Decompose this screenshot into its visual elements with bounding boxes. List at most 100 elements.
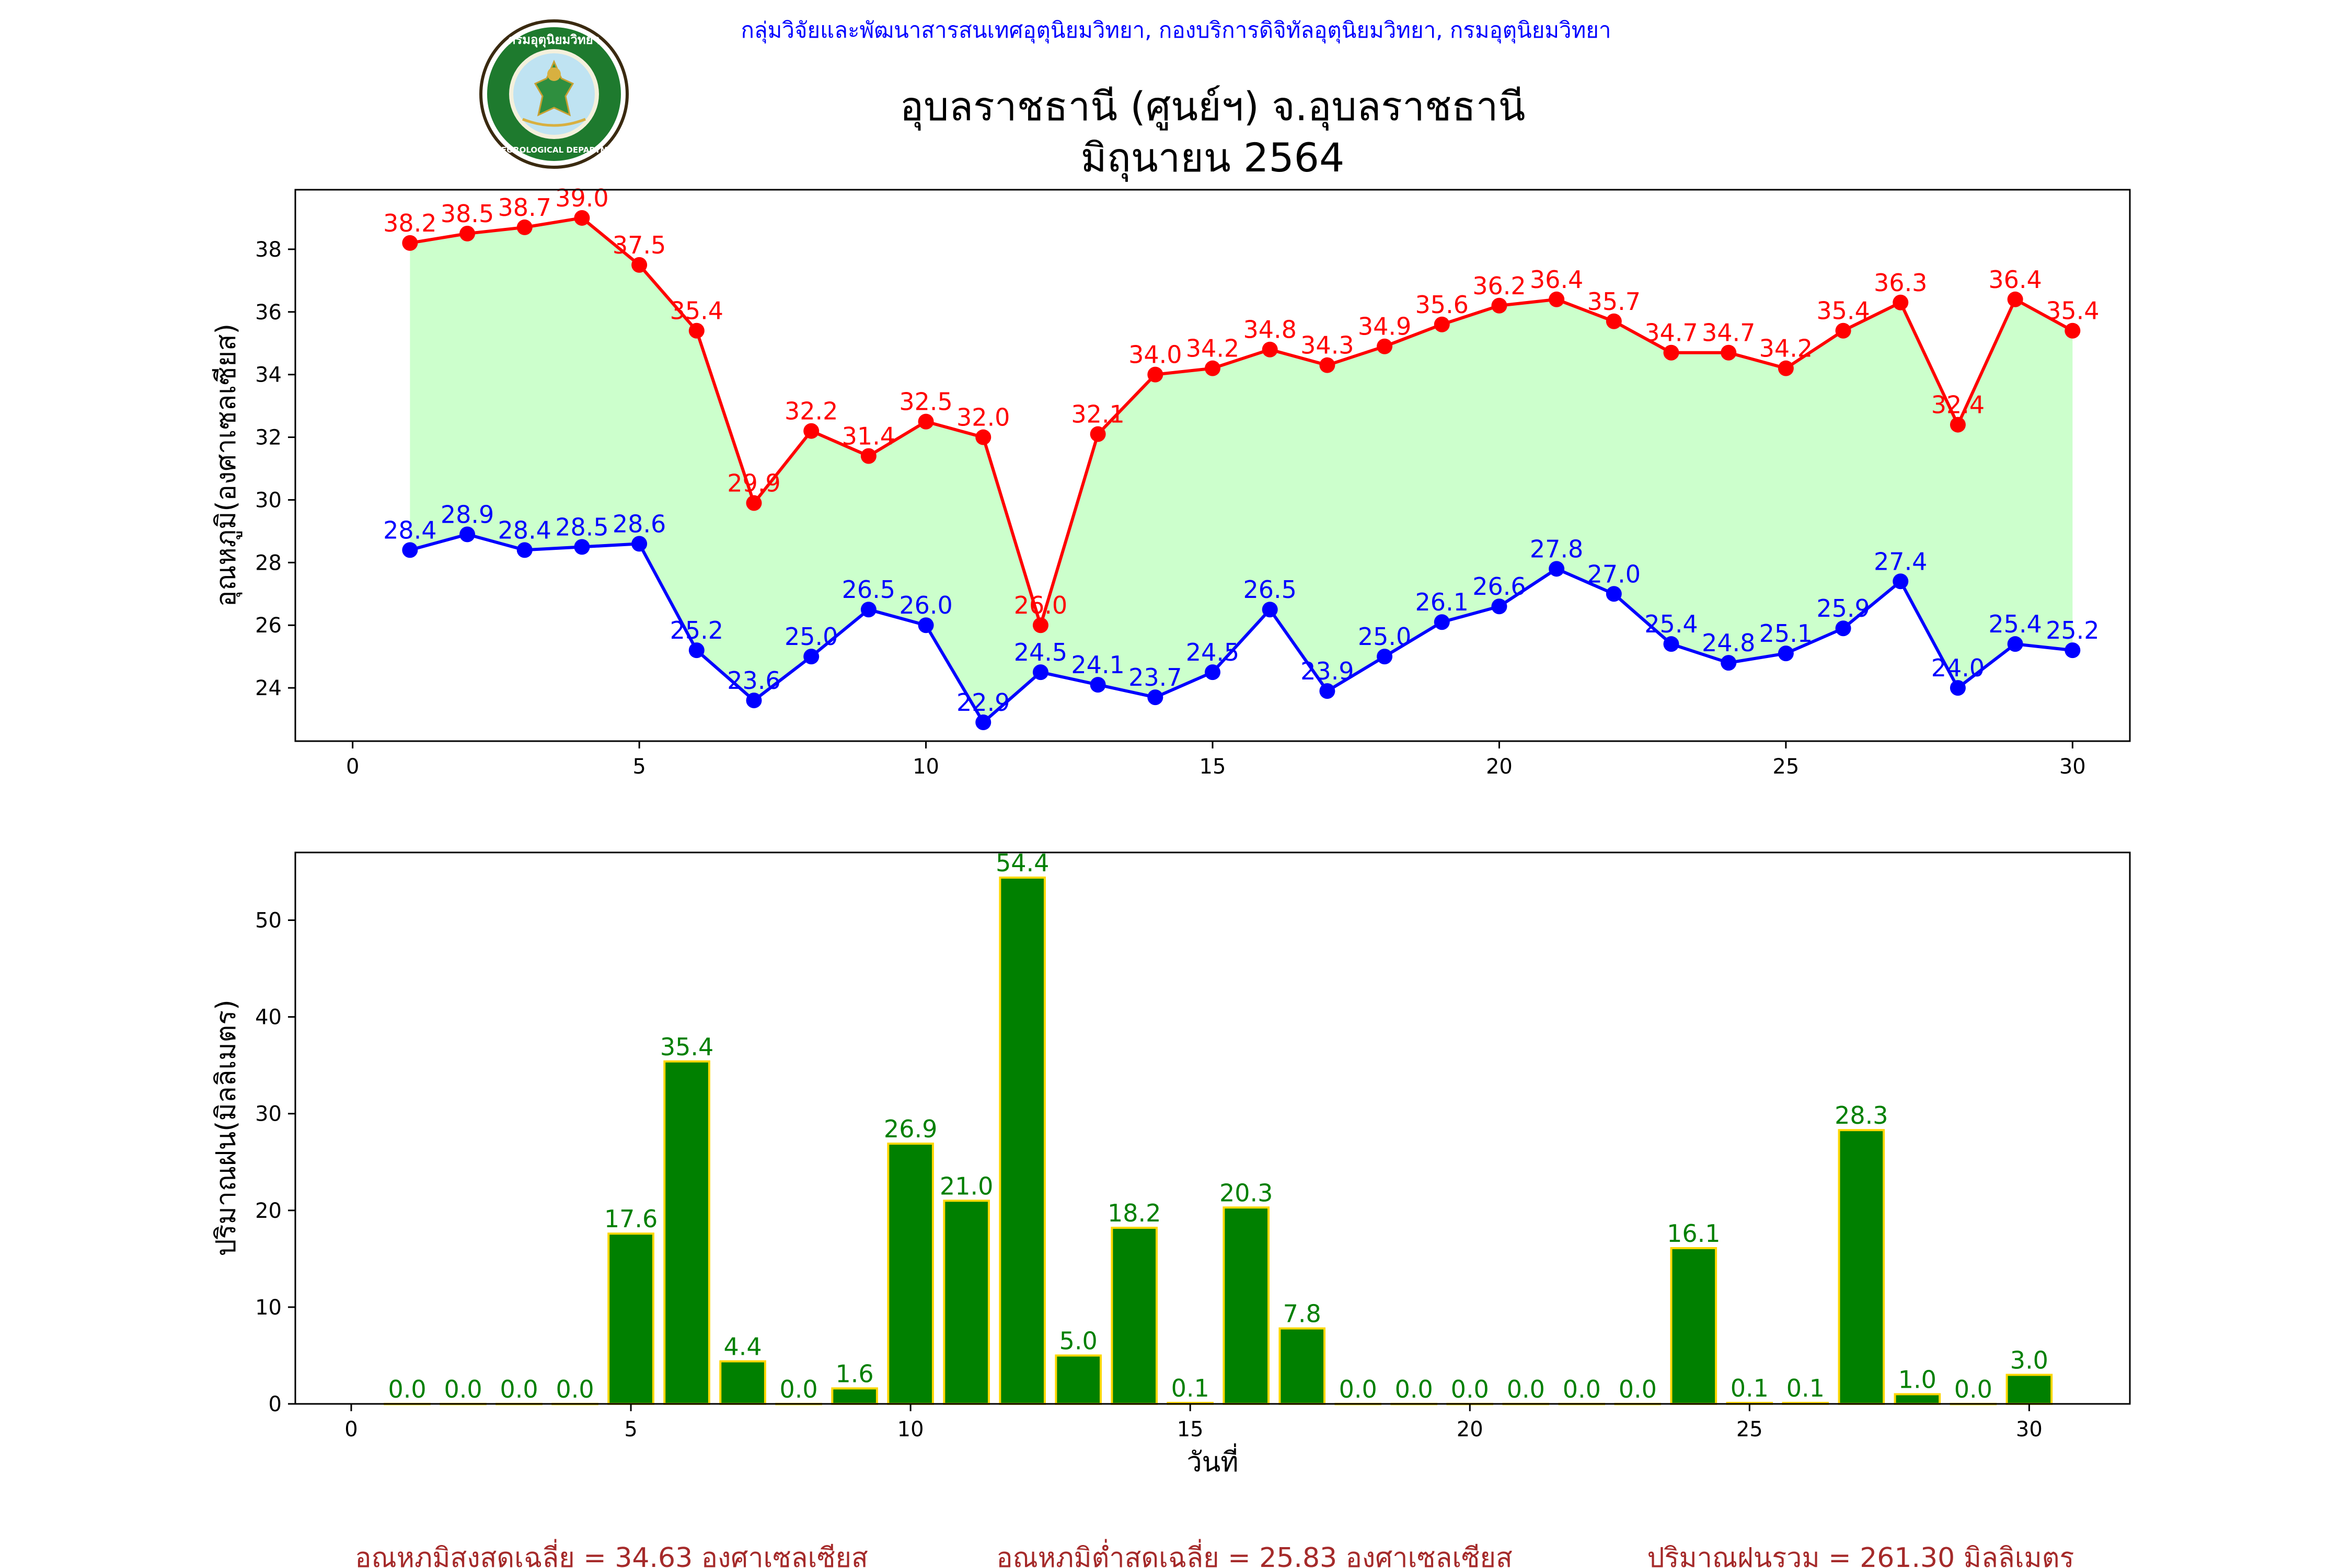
max-temp-label: 32.5	[899, 388, 952, 416]
min-temp-point	[1032, 664, 1048, 681]
max-temp-label: 26.0	[1014, 591, 1067, 619]
max-temp-point	[918, 413, 934, 430]
min-temp-label: 25.2	[670, 616, 723, 644]
rainfall-value-label: 35.4	[660, 1033, 713, 1061]
max-temp-point	[1319, 357, 1335, 373]
min-temp-label: 23.7	[1128, 663, 1182, 691]
min-temp-label: 24.5	[1186, 638, 1239, 666]
rainfall-value-label: 20.3	[1219, 1179, 1273, 1207]
temperature-y-tick-label: 36	[255, 301, 282, 325]
min-temp-label: 24.5	[1014, 638, 1067, 666]
rainfall-value-label: 0.0	[444, 1375, 482, 1403]
max-temp-label: 37.5	[613, 231, 666, 259]
rainfall-value-label: 0.0	[1451, 1375, 1489, 1403]
min-temp-point	[2007, 636, 2023, 652]
max-temp-label: 36.3	[1874, 269, 1927, 297]
rainfall-value-label: 0.0	[1619, 1375, 1657, 1403]
min-temp-point	[975, 714, 991, 731]
min-temp-point	[1835, 620, 1851, 637]
rainfall-y-tick-label: 50	[255, 909, 282, 933]
rainfall-bar	[607, 1232, 654, 1405]
rainfall-value-label: 21.0	[940, 1172, 993, 1200]
temperature-x-tick-label: 0	[346, 755, 359, 779]
rainfall-x-tick-label: 20	[1457, 1417, 1483, 1442]
max-temp-label: 38.2	[383, 209, 436, 237]
rainfall-value-label: 0.0	[1954, 1375, 1992, 1403]
rainfall-value-label: 0.0	[1339, 1375, 1377, 1403]
temperature-x-tick-label: 10	[913, 755, 939, 779]
max-temp-point	[1262, 341, 1278, 358]
department-logo: กรมอุตุนิยมวิทยา METEOROLOGICAL DEPARTME…	[479, 19, 629, 169]
rainfall-value-label: 4.4	[724, 1333, 762, 1361]
logo-text-top: กรมอุตุนิยมวิทยา	[508, 32, 600, 48]
min-temp-label: 24.8	[1702, 629, 1755, 657]
temperature-y-tick-label: 32	[255, 426, 282, 450]
min-temp-label: 27.0	[1587, 560, 1641, 588]
max-temp-point	[1549, 291, 1565, 307]
min-temp-label: 25.9	[1816, 594, 1870, 622]
summary-avg-min: อุณหภูมิต่ำสุดเฉลี่ย = 25.83 องศาเซลเซีย…	[996, 1539, 1512, 1568]
temperature-y-tick-label: 38	[255, 238, 282, 262]
rainfall-bar	[1223, 1206, 1270, 1405]
max-temp-label: 39.0	[555, 184, 608, 212]
max-temp-point	[975, 429, 991, 445]
min-temp-point	[918, 617, 934, 633]
temperature-range-fill	[410, 217, 2073, 723]
logo-text-bottom: METEOROLOGICAL DEPARTMENT	[483, 145, 626, 155]
rainfall-x-tick-label: 0	[344, 1417, 358, 1442]
max-temp-point	[1491, 297, 1507, 314]
min-temp-point	[1090, 677, 1106, 693]
rainfall-y-tick-label: 20	[255, 1199, 282, 1223]
max-temp-label: 31.4	[842, 422, 895, 451]
min-temp-point	[1491, 598, 1507, 615]
rainfall-x-tick-label: 5	[624, 1417, 637, 1442]
min-temp-point	[1147, 689, 1163, 706]
rainfall-value-label: 0.0	[556, 1375, 594, 1403]
temperature-x-tick-label: 20	[1486, 755, 1513, 779]
rainfall-y-axis-label: ปริมาณฝน(มิลลิเมตร)	[211, 999, 242, 1256]
rainfall-x-tick-label: 15	[1177, 1417, 1204, 1442]
rainfall-value-label: 18.2	[1108, 1199, 1161, 1227]
rainfall-bar	[2005, 1374, 2053, 1405]
rainfall-value-label: 5.0	[1059, 1327, 1098, 1355]
min-temp-point	[1434, 614, 1450, 630]
min-temp-point	[574, 539, 590, 555]
min-temp-point	[1606, 586, 1622, 602]
rainfall-value-label: 0.0	[1507, 1375, 1545, 1403]
rainfall-value-label: 1.0	[1898, 1365, 1936, 1393]
temperature-x-tick-label: 15	[1200, 755, 1226, 779]
max-temp-point	[1434, 316, 1450, 332]
max-temp-label: 35.6	[1415, 291, 1469, 319]
min-temp-point	[1663, 636, 1679, 652]
rainfall-bar	[1894, 1393, 1941, 1405]
max-temp-point	[1205, 360, 1220, 376]
rainfall-value-label: 0.0	[388, 1375, 426, 1403]
max-temp-point	[1032, 617, 1048, 633]
min-temp-point	[1549, 561, 1565, 577]
min-temp-label: 26.5	[842, 575, 895, 604]
min-temp-label: 23.6	[727, 666, 780, 695]
max-temp-point	[1950, 417, 1966, 433]
min-temp-label: 25.0	[1358, 622, 1411, 651]
temperature-x-tick-label: 5	[632, 755, 645, 779]
rainfall-bar	[719, 1360, 766, 1405]
max-temp-point	[860, 448, 877, 464]
max-temp-point	[1721, 344, 1737, 361]
rainfall-value-label: 26.9	[884, 1115, 937, 1143]
temperature-x-tick-label: 25	[1772, 755, 1799, 779]
max-temp-label: 32.1	[1071, 400, 1124, 429]
min-temp-label: 28.5	[555, 513, 608, 541]
rainfall-value-label: 54.4	[996, 849, 1049, 877]
max-temp-point	[803, 423, 820, 439]
max-temp-label: 34.7	[1702, 319, 1755, 347]
rainfall-y-tick-label: 0	[269, 1392, 282, 1416]
rainfall-value-label: 16.1	[1667, 1219, 1720, 1248]
min-temp-label: 22.9	[956, 688, 1010, 717]
max-temp-label: 34.3	[1300, 331, 1354, 360]
max-temp-point	[688, 322, 705, 339]
min-temp-label: 28.9	[441, 500, 494, 528]
max-temp-point	[1606, 313, 1622, 329]
rainfall-y-tick-label: 40	[255, 1006, 282, 1030]
max-temp-point	[2007, 291, 2023, 307]
rainfall-value-label: 0.0	[780, 1375, 818, 1403]
